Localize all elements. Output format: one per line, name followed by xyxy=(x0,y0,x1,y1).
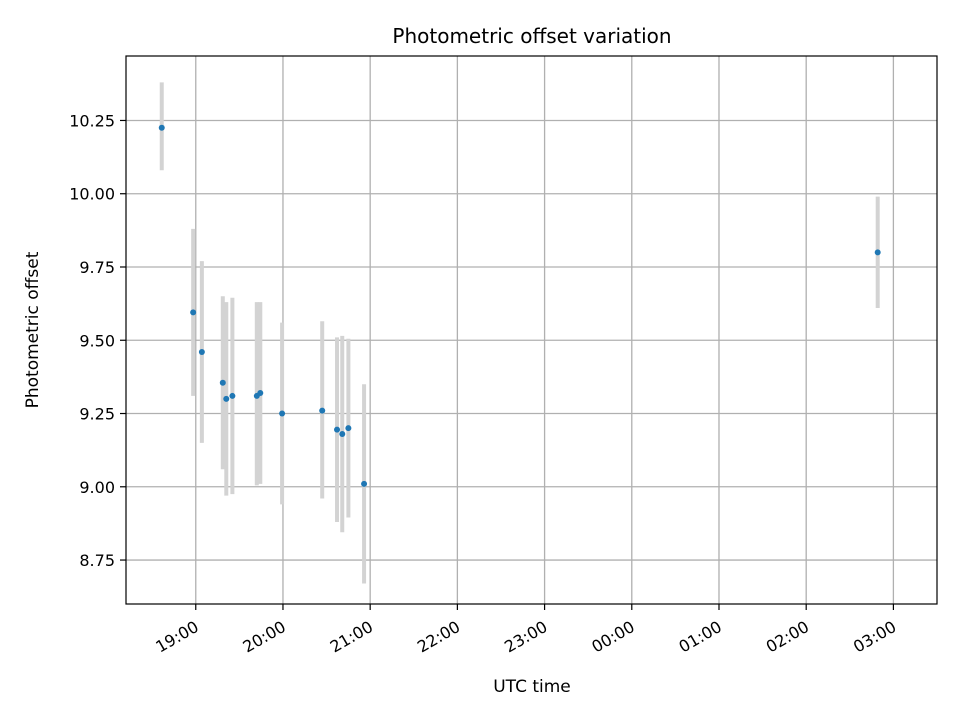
x-tick-label: 02:00 xyxy=(763,617,812,657)
data-point xyxy=(158,124,165,131)
data-point xyxy=(229,392,236,399)
y-tick-label: 10.00 xyxy=(69,185,115,204)
y-tick-label: 9.25 xyxy=(79,405,115,424)
x-tick-label: 20:00 xyxy=(240,617,289,657)
data-point xyxy=(198,348,205,355)
x-tick-label: 00:00 xyxy=(588,617,637,657)
data-point xyxy=(319,407,326,414)
data-point xyxy=(339,431,346,438)
data-point xyxy=(279,410,286,417)
x-tick-label: 01:00 xyxy=(676,617,725,657)
y-tick-label: 10.25 xyxy=(69,111,115,130)
data-point xyxy=(223,395,230,402)
data-points xyxy=(158,124,881,487)
chart-title: Photometric offset variation xyxy=(392,24,671,48)
x-tick-label: 22:00 xyxy=(414,617,463,657)
data-point xyxy=(874,249,881,256)
data-point xyxy=(361,480,368,487)
x-tick-label: 23:00 xyxy=(501,617,550,657)
x-tick-label: 19:00 xyxy=(152,617,201,657)
x-axis-label: UTC time xyxy=(493,677,571,697)
data-point xyxy=(345,425,352,432)
grid-lines xyxy=(126,56,937,604)
x-tick-label: 21:00 xyxy=(327,617,376,657)
plot-frame xyxy=(125,55,938,605)
x-tick-label: 03:00 xyxy=(850,617,899,657)
y-tick-label: 8.75 xyxy=(79,551,115,570)
y-tick-label: 9.75 xyxy=(79,258,115,277)
error-bars xyxy=(159,82,880,584)
y-tick-label: 9.00 xyxy=(79,478,115,497)
data-point xyxy=(257,390,264,397)
y-axis-ticks: 8.75 9.00 9.25 9.50 9.75 10.00 10.25 xyxy=(69,111,126,570)
data-point xyxy=(334,426,341,433)
x-axis-ticks: 19:00 20:00 21:00 22:00 23:00 00:00 01:00 02:00… xyxy=(152,604,899,657)
data-point xyxy=(219,379,226,386)
data-point xyxy=(190,309,197,316)
y-axis-label: Photometric offset xyxy=(23,251,43,408)
y-tick-label: 9.50 xyxy=(79,331,115,350)
